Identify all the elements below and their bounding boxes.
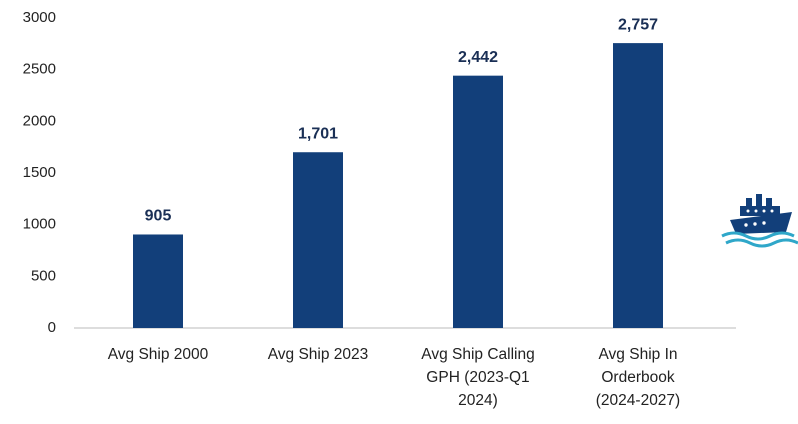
x-tick-label: (2024-2027) (596, 392, 680, 409)
x-tick-label: Avg Ship In (599, 346, 678, 363)
x-tick-label: Avg Ship 2000 (108, 346, 209, 363)
bar (293, 152, 343, 328)
ship-icon (721, 194, 798, 248)
x-tick-label: Avg Ship Calling (421, 346, 534, 363)
data-label: 905 (145, 208, 172, 225)
y-tick-label: 3000 (23, 9, 56, 26)
bar (613, 43, 663, 329)
y-tick-label: 1500 (23, 164, 56, 181)
x-tick-label: Orderbook (601, 369, 674, 386)
y-tick-label: 1000 (23, 216, 56, 233)
y-tick-label: 0 (48, 319, 56, 336)
x-tick-label: 2024) (458, 392, 498, 409)
y-tick-label: 500 (31, 267, 56, 284)
x-tick-label: Avg Ship 2023 (268, 346, 369, 363)
data-label: 1,701 (298, 125, 338, 142)
data-label: 2,442 (458, 49, 498, 66)
data-label: 2,757 (618, 16, 658, 33)
x-tick-label: GPH (2023-Q1 (426, 369, 529, 386)
y-tick-label: 2000 (23, 112, 56, 129)
bar (453, 75, 503, 328)
bar (133, 234, 183, 328)
y-tick-label: 2500 (23, 61, 56, 78)
